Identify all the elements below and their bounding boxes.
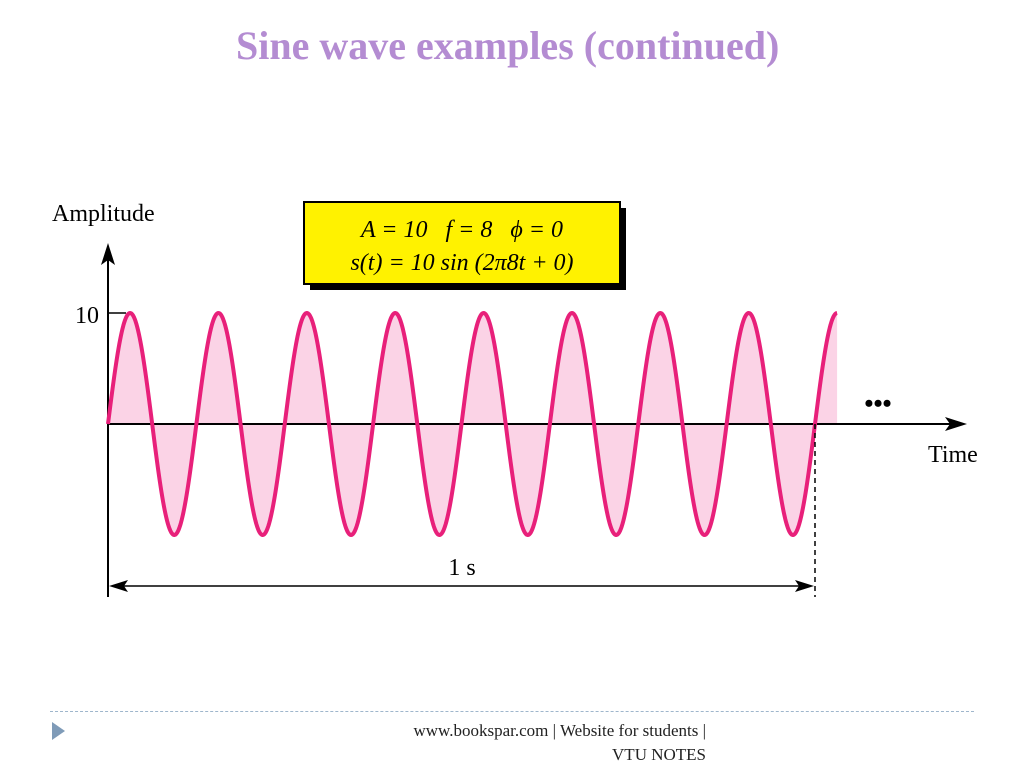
x-axis-label: Time: [928, 442, 978, 468]
y-axis-label: Amplitude: [52, 201, 155, 227]
x-axis-arrowhead: [945, 417, 967, 431]
continuation-dots: •••: [864, 389, 891, 418]
footer-line1: www.bookspar.com | Website for students …: [413, 721, 706, 740]
slide-title: Sine wave examples (continued): [236, 23, 780, 68]
params-box: [303, 201, 621, 285]
footer-line2: VTU NOTES: [612, 745, 706, 764]
params-box-line2: s(t) = 10 sin (2π8t + 0): [350, 250, 573, 276]
footer-text: www.bookspar.com | Website for students …: [340, 719, 706, 767]
params-box-line1: A = 10 f = 8 ϕ = 0: [359, 217, 563, 243]
footer-arrow-icon: [52, 722, 65, 740]
y-tick-label-10: 10: [75, 303, 99, 329]
footer-divider: [50, 711, 974, 712]
duration-arrowhead-left: [109, 580, 128, 592]
duration-arrowhead-right: [795, 580, 814, 592]
duration-label: 1 s: [448, 555, 475, 581]
wave-line: [106, 311, 839, 537]
y-axis-arrowhead: [101, 243, 115, 265]
